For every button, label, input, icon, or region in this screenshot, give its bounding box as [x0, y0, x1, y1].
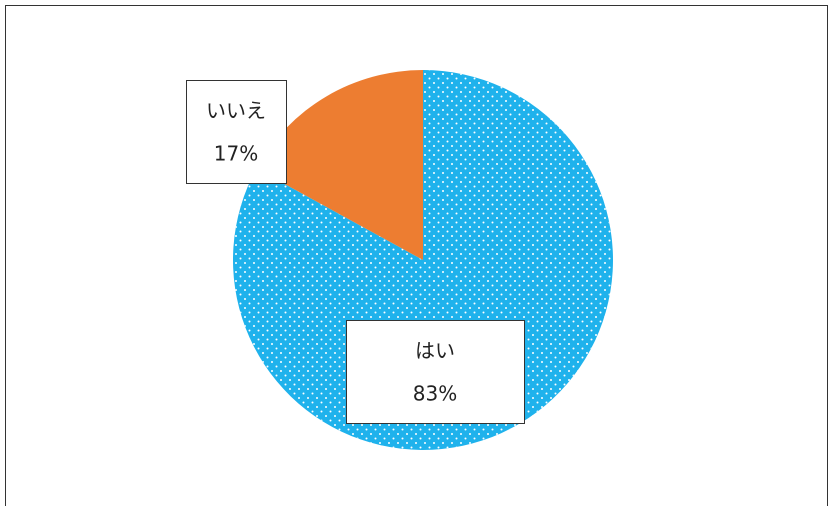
- data-label-category: いいえ: [206, 99, 266, 123]
- data-label-box: [346, 320, 525, 424]
- data-label-category: はい: [415, 339, 455, 363]
- data-label-box: [186, 80, 287, 184]
- data-label-value: 17%: [214, 142, 258, 166]
- pie-slice: [256, 70, 423, 260]
- data-label-value: 83%: [413, 382, 457, 406]
